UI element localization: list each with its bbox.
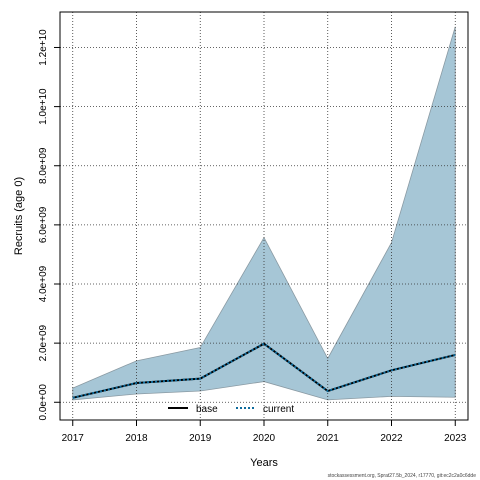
series-line-current bbox=[72, 342, 456, 399]
x-tick-label-2018: 2018 bbox=[125, 433, 148, 444]
legend-label-current: current bbox=[263, 404, 294, 415]
y-tick-label-0: 0.0e+00 bbox=[38, 384, 49, 421]
y-axis-title: Recruits (age 0) bbox=[13, 177, 25, 255]
y-axis: 0.0e+00 2.0e+09 4.0e+09 6.0e+09 8.0e+09 1.0e+… bbox=[38, 29, 60, 421]
footer-credit: stockassessment.org, Sprat27.5b_2024, r1… bbox=[327, 473, 476, 479]
x-tick-label-2023: 2023 bbox=[444, 433, 467, 444]
x-tick-label-2022: 2022 bbox=[380, 433, 403, 444]
legend: base current bbox=[168, 404, 294, 415]
y-tick-label-2: 4.0e+09 bbox=[38, 265, 49, 302]
x-tick-label-2020: 2020 bbox=[253, 433, 276, 444]
y-tick-label-4: 8.0e+09 bbox=[38, 147, 49, 184]
x-axis: 2017 2018 2019 2020 2021 2022 2023 bbox=[62, 420, 467, 444]
x-axis-title: Years bbox=[250, 457, 278, 469]
x-tick-label-2021: 2021 bbox=[317, 433, 340, 444]
y-tick-label-5: 1.0e+10 bbox=[38, 88, 49, 125]
y-tick-label-6: 1.2e+10 bbox=[38, 29, 49, 66]
y-tick-label-1: 2.0e+09 bbox=[38, 324, 49, 361]
series-layer bbox=[72, 342, 456, 399]
confidence-band bbox=[72, 26, 456, 401]
x-tick-label-2019: 2019 bbox=[189, 433, 212, 444]
confidence-band-layer bbox=[72, 26, 456, 401]
legend-label-base: base bbox=[196, 404, 218, 415]
y-tick-label-3: 6.0e+09 bbox=[38, 206, 49, 243]
x-tick-label-2017: 2017 bbox=[62, 433, 85, 444]
